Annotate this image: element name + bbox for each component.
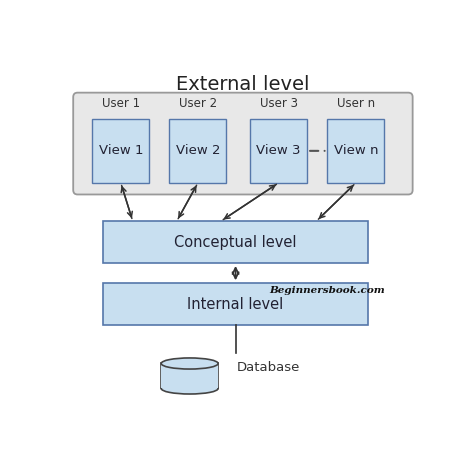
Text: Beginnersbook.com: Beginnersbook.com: [270, 286, 385, 295]
Text: View 3: View 3: [256, 145, 301, 157]
Ellipse shape: [161, 358, 218, 369]
Text: User n: User n: [337, 97, 375, 110]
Text: Database: Database: [237, 361, 300, 374]
Bar: [161, 364, 218, 389]
FancyBboxPatch shape: [73, 92, 413, 194]
Text: View 1: View 1: [99, 145, 143, 157]
Bar: [161, 364, 218, 388]
Bar: [328, 119, 384, 183]
Text: User 1: User 1: [102, 97, 140, 110]
Text: External level: External level: [176, 75, 310, 94]
Ellipse shape: [161, 383, 218, 394]
Text: Internal level: Internal level: [187, 297, 284, 311]
Text: View 2: View 2: [176, 145, 220, 157]
Bar: [103, 221, 368, 263]
Text: User 2: User 2: [179, 97, 217, 110]
Bar: [169, 119, 227, 183]
Text: User 3: User 3: [260, 97, 298, 110]
Text: View n: View n: [334, 145, 378, 157]
Bar: [250, 119, 307, 183]
Bar: [92, 119, 149, 183]
Text: Conceptual level: Conceptual level: [174, 235, 297, 250]
Bar: [103, 283, 368, 325]
